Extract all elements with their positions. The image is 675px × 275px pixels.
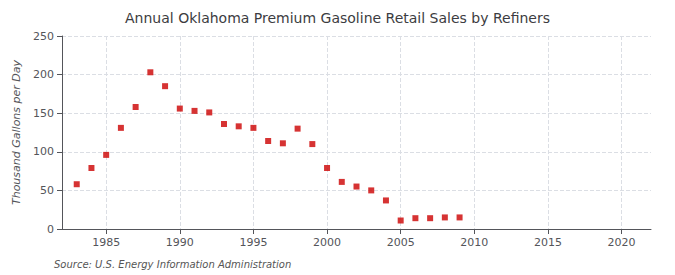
svg-text:0: 0 [47,223,54,236]
svg-text:2015: 2015 [534,236,562,249]
svg-text:2000: 2000 [313,236,341,249]
svg-text:Source: U.S. Energy Informatio: Source: U.S. Energy Information Administ… [54,259,291,270]
svg-text:1990: 1990 [166,236,194,249]
svg-text:Annual Oklahoma Premium Gasoli: Annual Oklahoma Premium Gasoline Retail … [125,10,550,26]
svg-text:Thousand Gallons per Day: Thousand Gallons per Day [10,59,23,205]
svg-text:2005: 2005 [387,236,415,249]
svg-text:150: 150 [33,107,54,120]
svg-text:2010: 2010 [460,236,488,249]
svg-text:50: 50 [40,184,54,197]
svg-text:100: 100 [33,145,54,158]
svg-text:200: 200 [33,68,54,81]
svg-text:1985: 1985 [92,236,120,249]
svg-text:1995: 1995 [239,236,267,249]
svg-text:2020: 2020 [608,236,636,249]
svg-text:250: 250 [33,30,54,43]
